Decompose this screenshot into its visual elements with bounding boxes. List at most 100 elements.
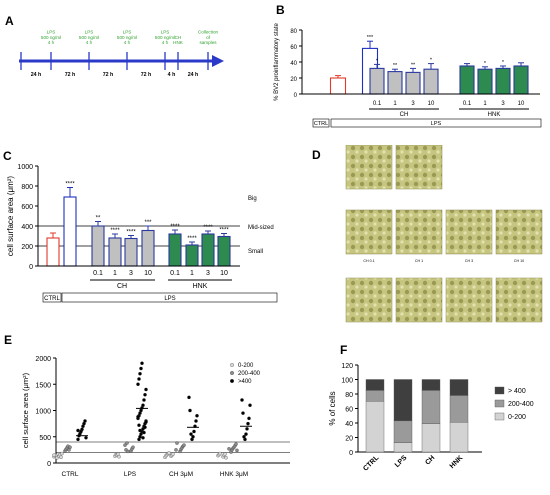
legend-label: 200-400 [238, 371, 261, 377]
timeline-event-text: 500 ng/ml [79, 35, 99, 40]
x-tick-label: 1 [113, 270, 117, 277]
bar [217, 235, 231, 267]
stacked-bar-segment [393, 420, 413, 443]
data-point [246, 421, 250, 426]
bar [141, 229, 155, 267]
lps-label: LPS [164, 296, 175, 302]
stacked-bar-segment [365, 401, 385, 453]
data-point [83, 419, 87, 423]
bar [369, 67, 385, 95]
bar [46, 237, 60, 267]
stacked-bar-segment [393, 442, 413, 453]
stacked-bar-segment [365, 379, 385, 391]
data-point [137, 377, 141, 381]
timeline-event-text: 4 h [86, 40, 93, 45]
bar [329, 77, 347, 95]
bar [201, 233, 215, 267]
panel-label-c: C [3, 149, 12, 163]
timeline-event-text: 500 ng/ml [41, 35, 61, 40]
x-tick-label: 1 [190, 270, 194, 277]
y-tick-label: 1000 [17, 164, 33, 171]
data-point [143, 425, 147, 430]
significance-mark: **** [126, 230, 136, 236]
size-label-big: Big [248, 196, 257, 202]
bar [495, 67, 511, 95]
bar [477, 68, 493, 95]
micrograph-image [395, 277, 443, 323]
data-point [167, 451, 171, 455]
timeline-event-text: 4 h [48, 40, 55, 45]
legend-marker [230, 379, 234, 383]
panel-label-d: D [312, 148, 321, 162]
x-tick-label: 10 [518, 101, 525, 107]
data-point [188, 408, 192, 413]
data-point [136, 382, 140, 387]
x-tick-label: HNK [449, 454, 465, 470]
x-tick-label: 0.1 [463, 101, 472, 107]
data-point [136, 415, 140, 419]
x-tick-label: 3 [206, 270, 210, 277]
data-point [140, 361, 144, 365]
ctrl-box [42, 292, 62, 303]
data-point [125, 441, 129, 445]
data-point [68, 445, 72, 450]
timeline-event-text: LPS [47, 30, 56, 35]
bar [108, 237, 122, 267]
timeline-event-text: LPS [161, 30, 170, 35]
y-tick-label: 80 [345, 392, 353, 399]
bar [459, 65, 475, 95]
legend-label: > 400 [508, 388, 526, 395]
x-tick-label: 0.1 [373, 101, 382, 107]
y-tick-label: 60 [290, 45, 297, 51]
legend-marker [230, 371, 234, 375]
data-point [59, 455, 63, 459]
bar [63, 196, 77, 267]
x-tick-label: CTRL [62, 471, 79, 478]
data-point [80, 427, 84, 432]
significance-mark: ** [411, 62, 416, 68]
micrograph-caption: CH 10 [514, 259, 524, 263]
data-point [60, 451, 64, 456]
legend-swatch [494, 399, 505, 408]
data-point [123, 443, 127, 447]
y-tick-label: 0 [29, 264, 33, 271]
timeline-event-text: 500 ng/ml [117, 35, 137, 40]
y-tick-label: 20 [290, 77, 297, 83]
legend-label: >400 [238, 379, 252, 385]
group-label-hnk: HNK [193, 283, 208, 290]
x-tick-label: CTRL [362, 454, 381, 473]
data-point [131, 445, 135, 450]
size-label-small: Small [248, 249, 263, 255]
data-point [247, 416, 251, 421]
bar [168, 233, 182, 267]
data-point [192, 429, 196, 434]
x-tick-label: CH [424, 454, 436, 466]
micrograph-image [495, 209, 543, 255]
timeline-event-text: HNK [173, 40, 184, 45]
y-axis-label: cell surface area (μm²) [6, 176, 15, 257]
timeline-event-text: 500 ng/ml [155, 35, 175, 40]
y-tick-label: 1000 [35, 409, 51, 416]
panel-label-e: E [4, 333, 12, 347]
data-point [224, 456, 228, 460]
x-tick-label: LPS [394, 454, 409, 469]
ctrl-box [312, 118, 330, 128]
data-point [139, 366, 143, 371]
panel-label-f: F [340, 343, 347, 357]
micrograph-image [395, 209, 443, 255]
data-point [234, 442, 238, 446]
significance-mark: *** [367, 35, 374, 41]
stacked-bar-segment [421, 390, 441, 424]
x-tick-label: 1 [483, 101, 487, 107]
legend-label: 0-200 [238, 363, 254, 369]
significance-mark: * [502, 60, 505, 66]
x-tick-label: 10 [144, 270, 152, 277]
data-point [187, 395, 191, 400]
data-point [141, 403, 145, 408]
chart-f: F 0 20 40 60 80 100 120 % of cells CTRL LPS CH HNK >… [328, 343, 534, 473]
data-point [241, 411, 245, 415]
legend-label: 0-200 [508, 414, 526, 421]
